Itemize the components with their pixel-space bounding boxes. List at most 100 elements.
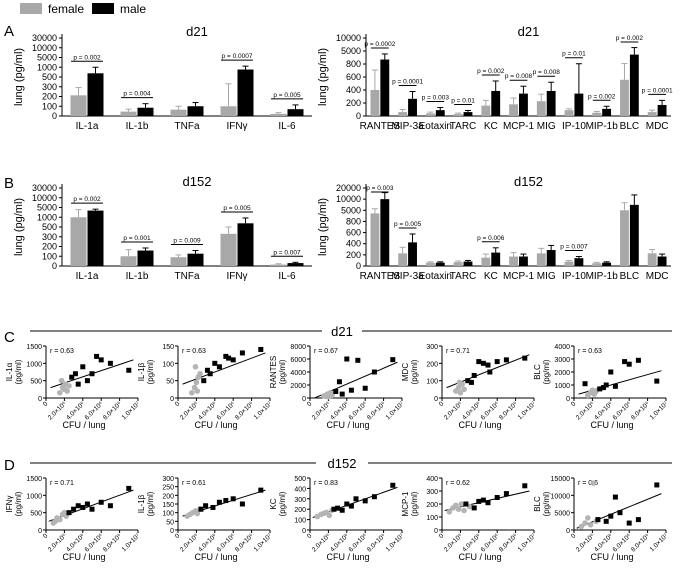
category-label: TARC: [450, 121, 476, 132]
bar-female: [370, 213, 380, 266]
y-tick-label: 3000: [554, 357, 570, 364]
bar-female: [453, 262, 463, 266]
y-tick-label: 200: [162, 493, 174, 500]
category-label: TARC: [450, 271, 476, 282]
point-female: [52, 518, 58, 525]
point-male: [603, 518, 609, 524]
y-tick-label: 0: [434, 528, 438, 535]
point-male: [344, 356, 350, 362]
legend-label-female: female: [48, 2, 84, 16]
point-female: [193, 379, 200, 386]
bar-female: [70, 95, 87, 116]
x-tick-label: 0: [42, 532, 50, 540]
point-female: [58, 377, 65, 384]
point-male: [476, 498, 482, 504]
x-tick-label: 1.0×10⁷: [385, 400, 406, 421]
point-female: [326, 512, 333, 519]
pvalue-label: p = 0.001: [123, 235, 151, 242]
x-tick-label: 1.0×10⁷: [517, 532, 538, 553]
point-female: [66, 383, 72, 389]
pvalue-label: p = 0.009: [173, 238, 201, 245]
point-male: [216, 364, 222, 370]
x-tick-label: 0: [174, 400, 182, 408]
point-male: [597, 386, 603, 392]
y-tick-label: 1000: [26, 493, 42, 500]
point-male: [582, 381, 588, 387]
category-label: MIP-3a: [391, 271, 424, 282]
point-male: [503, 491, 509, 497]
point-male: [480, 360, 486, 366]
pvalue-label: p = 0.005: [223, 205, 251, 212]
x-tick-label: 1.0×10⁷: [517, 400, 538, 421]
bar-male: [137, 250, 154, 266]
point-female: [446, 509, 453, 515]
point-male: [216, 499, 222, 505]
point-female: [461, 507, 467, 514]
x-tick-label: 8.0×10⁶: [366, 400, 387, 421]
y-tick-label: 400: [346, 239, 361, 249]
x-tick-label: 8.0×10⁶: [498, 400, 519, 421]
bar-female: [398, 253, 408, 266]
section-title-bg-d21: [322, 322, 362, 338]
category-label: Eotaxin: [419, 121, 452, 132]
y-tick-label: 300: [42, 232, 57, 242]
category-label: MIP-1b: [586, 121, 619, 132]
x-tick-label: 2.0×10⁶: [311, 400, 332, 421]
x-tick-label: 4.0×10⁶: [329, 400, 350, 421]
x-tick-label: 4.0×10⁶: [461, 400, 482, 421]
x-tick-label: 4.0×10⁶: [461, 532, 482, 553]
scatter-chart-C5: 0100020003000400002.0×10⁶4.0×10⁶6.0×10⁶8…: [533, 344, 670, 430]
pvalue-label: p = 0.0001: [642, 87, 673, 94]
point-male: [339, 507, 345, 513]
point-male: [362, 498, 368, 504]
point-female: [458, 501, 465, 507]
x-axis-label: CFU / lung: [62, 552, 105, 562]
y-tick-label: 0: [302, 396, 306, 403]
y-tick-label: 10000: [336, 194, 361, 204]
bar-female: [270, 113, 287, 116]
bar-female: [170, 109, 187, 116]
bar-female: [370, 90, 380, 116]
x-axis-label: CFU / lung: [458, 552, 501, 562]
y-tick-label: 15000: [551, 476, 571, 483]
scatter-chart-C1: 05001000150002.0×10⁶4.0×10⁶6.0×10⁶8.0×10…: [5, 344, 142, 430]
point-male: [71, 506, 77, 512]
y-tick-label: 100: [162, 511, 174, 518]
y-tick-label: 5000: [341, 46, 361, 56]
y-tick-label: 1000: [37, 212, 57, 222]
y-tick-label: 300: [294, 497, 306, 504]
point-male: [348, 503, 354, 509]
x-tick-label: 6.0×10⁶: [216, 532, 237, 553]
category-label: MDC: [646, 271, 669, 282]
point-female: [197, 370, 203, 377]
point-male: [98, 357, 104, 363]
category-label: IL-1b: [126, 271, 149, 282]
pvalue-label: p = 0.01: [451, 97, 475, 104]
y-tick-label: 200: [426, 361, 438, 368]
bar-female: [564, 110, 574, 116]
x-tick-label: 0: [438, 400, 446, 408]
point-male: [336, 379, 342, 385]
point-male: [80, 504, 86, 510]
x-tick-label: 2.0×10⁶: [443, 400, 464, 421]
bar-male: [491, 90, 501, 116]
y-tick-label: 300: [42, 82, 57, 92]
x-axis-label: CFU / lung: [590, 552, 633, 562]
bar-female: [592, 112, 602, 116]
bar-male: [137, 107, 154, 116]
point-male: [94, 353, 100, 359]
point-female: [461, 386, 467, 393]
y-axis-unit: (pg/ml): [410, 359, 419, 384]
bar-male: [602, 262, 612, 266]
point-male: [331, 506, 337, 512]
y-axis-unit: (pg/ml): [146, 491, 155, 516]
chart-title: d152: [514, 174, 543, 189]
y-tick-label: 5000: [37, 203, 57, 213]
y-tick-label: 200: [42, 242, 57, 252]
point-female: [57, 516, 63, 523]
y-axis-unit: (pg/ml): [14, 359, 23, 384]
x-tick-label: 1.0×10⁷: [649, 532, 670, 553]
bar-female: [70, 217, 87, 266]
point-male: [600, 385, 606, 391]
y-axis-label: IL-1β: [137, 494, 146, 513]
